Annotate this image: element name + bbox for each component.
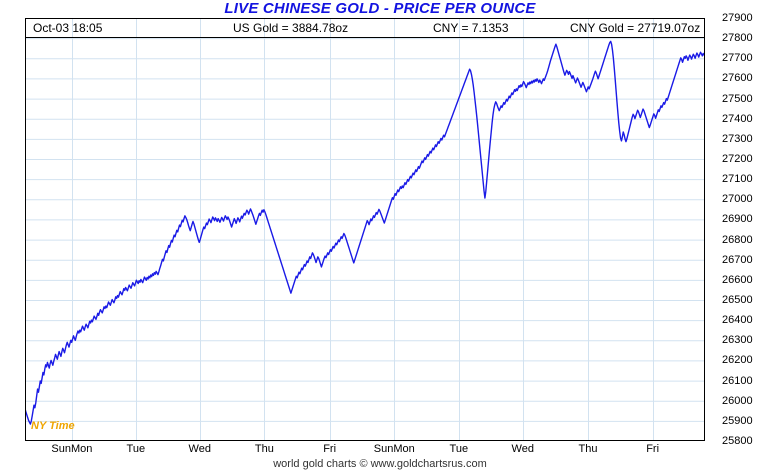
y-axis-tick-label: 27200	[722, 153, 753, 165]
y-axis-tick-label: 27600	[722, 72, 753, 85]
y-axis-tick-label: 27000	[722, 193, 753, 206]
x-axis-tick-label: Fri	[323, 443, 337, 455]
x-axis-tick-label: Tue	[126, 443, 146, 455]
page-title: LIVE CHINESE GOLD - PRICE PER OUNCE	[224, 0, 536, 17]
timezone-label: NY Time	[31, 420, 75, 432]
x-axis-tick-label: Thu	[254, 443, 274, 455]
y-axis-tick-label: 26900	[722, 213, 753, 226]
y-axis-tick-label: 27800	[722, 32, 753, 45]
y-axis-tick-label: 26500	[722, 294, 753, 306]
x-axis-tick-label: Fri	[646, 443, 660, 455]
y-axis-tick-label: 26300	[722, 334, 753, 347]
gridlines	[25, 18, 705, 441]
x-axis-tick-label: Thu	[578, 443, 598, 455]
x-axis-tick-label: Wed	[188, 443, 211, 455]
footer-credit: world gold charts © www.goldchartsrus.co…	[273, 458, 487, 470]
y-axis-labels: 25800 25900 26000 26100 26200 26300 26400 26500…	[712, 0, 760, 475]
y-axis-tick-label: 27700	[722, 52, 753, 65]
y-axis-tick-label: 25900	[722, 414, 753, 427]
header-cell-cny-gold: CNY Gold = 27719.07oz	[570, 21, 701, 35]
y-axis-tick-label: 26800	[722, 233, 753, 246]
price-chart	[25, 18, 705, 441]
price-line	[25, 40, 705, 425]
x-axis-labels: SunMon Tue Wed Thu Fri SunMon Tue Wed Thu Fri	[0, 443, 760, 459]
x-axis-tick-label: SunMon	[51, 443, 93, 455]
y-axis-tick-label: 26400	[722, 314, 753, 327]
y-axis-tick-label: 27300	[722, 132, 753, 145]
plot-area	[25, 18, 705, 441]
y-axis-tick-label: 26100	[722, 374, 753, 387]
header-cell-datetime: Oct-03 18:05	[33, 21, 103, 35]
y-axis-tick-label: 25800	[722, 435, 753, 447]
x-axis-tick-label: Wed	[511, 443, 534, 455]
y-axis-tick-label: 26200	[722, 354, 753, 367]
y-axis-tick-label: 27100	[722, 173, 753, 186]
y-axis-tick-label: 26600	[722, 273, 753, 286]
y-axis-tick-label: 26000	[722, 394, 753, 407]
y-axis-tick-label: 26700	[722, 253, 753, 266]
y-axis-tick-label: 27400	[722, 112, 753, 125]
header-cell-us-gold: US Gold = 3884.78oz	[233, 21, 349, 35]
header-cell-cny-rate: CNY = 7.1353	[433, 21, 509, 35]
x-axis-tick-label: SunMon	[373, 443, 415, 455]
x-axis-tick-label: Tue	[449, 443, 469, 455]
y-axis-tick-label: 27500	[722, 92, 753, 105]
axis-lines	[25, 18, 705, 441]
y-axis-tick-label: 27900	[722, 12, 753, 24]
